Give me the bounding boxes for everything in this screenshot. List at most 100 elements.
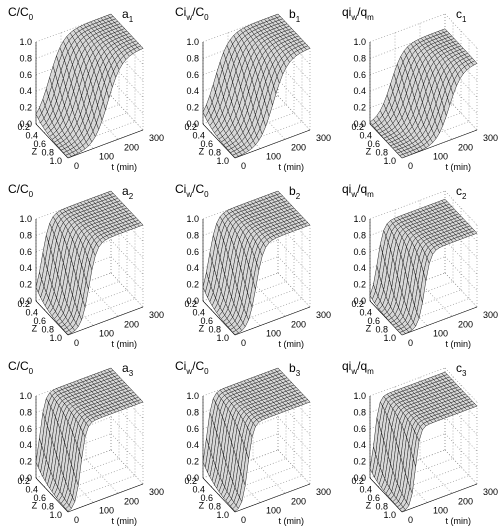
grid-line	[43, 104, 120, 133]
t-tick-label: 300	[316, 133, 331, 143]
grid-line	[444, 416, 478, 452]
grid-line	[59, 475, 136, 504]
c-tick-label: 0.0	[186, 296, 199, 306]
z-tick-label: 0.2	[17, 122, 30, 132]
grid-line	[369, 367, 446, 397]
c-tick-label: 1.0	[186, 391, 199, 401]
c-tick-label: 0.2	[186, 457, 199, 467]
axis-line	[369, 477, 403, 513]
y-axis-label-part: C/C	[8, 359, 29, 373]
t-tick-label: 100	[266, 152, 281, 162]
grid-line	[210, 104, 287, 133]
panel-label-part: b	[289, 184, 296, 198]
t-tick-label: 100	[266, 506, 281, 516]
z-tick-label: 0.6	[200, 493, 213, 503]
c-tick-label: 1.0	[186, 214, 199, 224]
z-tick-label: 0.4	[192, 308, 205, 318]
t-axis-label: t (min)	[446, 516, 472, 526]
panel-label: b3	[289, 361, 301, 378]
axis-line	[401, 306, 478, 336]
z-axis-label: Z	[32, 147, 38, 157]
grid-line	[252, 282, 286, 317]
surface-cell	[232, 505, 239, 512]
surface-cell	[65, 505, 72, 512]
panel-label-part: a	[122, 7, 129, 21]
z-tick-label: 0.6	[367, 493, 380, 503]
t-tick-label: 0	[408, 161, 413, 171]
c-tick-label: 0.6	[19, 424, 32, 434]
z-tick-label: 1.0	[216, 156, 229, 166]
grid-line	[51, 289, 128, 319]
z-tick-label: 0.4	[359, 308, 372, 318]
z-tick-label: 0.8	[41, 325, 54, 335]
z-tick-label: 0.8	[41, 148, 54, 158]
grid-line	[444, 433, 478, 468]
z-tick-label: 0.8	[375, 325, 388, 335]
y-axis-label-part: qi	[342, 5, 351, 19]
panel-label-part: 3	[129, 369, 134, 378]
c-tick-label: 0.6	[353, 424, 366, 434]
z-tick-label: 0.4	[359, 485, 372, 495]
y-axis-label-part: /C	[192, 182, 204, 196]
grid-line	[385, 112, 462, 142]
grid-line	[277, 433, 311, 468]
surface-cell	[232, 153, 239, 159]
z-tick-label: 0.4	[25, 131, 38, 141]
y-axis-label-part: w	[350, 367, 357, 376]
y-axis-label-part: C/C	[8, 182, 29, 196]
z-tick-label: 0.2	[184, 476, 197, 486]
grid-line	[218, 466, 295, 496]
t-tick-label: 300	[483, 487, 498, 497]
c-tick-label: 0.8	[353, 230, 366, 240]
z-tick-label: 0.6	[33, 139, 46, 149]
grid-line	[444, 256, 478, 291]
grid-line	[202, 256, 279, 285]
t-tick-label: 200	[458, 319, 473, 329]
c-tick-label: 1.0	[19, 37, 32, 47]
axis-line	[234, 483, 311, 513]
c-tick-label: 1.0	[186, 37, 199, 47]
surface-cell	[65, 153, 72, 159]
c-tick-label: 0.8	[186, 53, 199, 63]
panel-label-part: 1	[296, 15, 301, 24]
c-tick-label: 0.0	[353, 296, 366, 306]
c-tick-label: 1.0	[353, 37, 366, 47]
panel: 0.00.20.40.60.81.00.20.40.60.81.0 0100200…	[175, 359, 331, 526]
z-axis-label: Z	[199, 147, 205, 157]
y-axis-label-part: 0	[29, 367, 34, 376]
z-tick-label: 0.2	[17, 299, 30, 309]
t-tick-label: 0	[74, 515, 79, 525]
c-tick-label: 1.0	[353, 214, 366, 224]
panel-label-part: 1	[129, 15, 134, 24]
grid-line	[202, 416, 279, 446]
grid-line	[385, 466, 462, 496]
axis-line	[35, 300, 69, 336]
c-tick-label: 0.6	[186, 70, 199, 80]
z-tick-label: 1.0	[49, 156, 62, 166]
c-tick-label: 0.8	[19, 407, 32, 417]
y-axis-label-part: Ci	[175, 5, 186, 19]
z-tick-label: 0.8	[208, 502, 221, 512]
t-tick-label: 300	[316, 487, 331, 497]
grid-line	[51, 112, 128, 142]
panel-label-part: 3	[462, 369, 467, 378]
c-tick-label: 0.0	[19, 119, 32, 129]
grid-line	[202, 449, 279, 479]
y-axis-label-part: w	[185, 190, 192, 199]
y-axis-label-part: /C	[192, 359, 204, 373]
c-tick-label: 0.8	[186, 407, 199, 417]
grid-line	[110, 433, 144, 468]
c-tick-label: 0.2	[353, 103, 366, 113]
t-tick-label: 300	[149, 133, 164, 143]
c-tick-label: 0.4	[353, 440, 366, 450]
surface-cell	[65, 329, 72, 336]
c-tick-label: 0.4	[186, 86, 199, 96]
t-tick-label: 200	[291, 142, 306, 152]
c-tick-label: 0.8	[19, 230, 32, 240]
panel-label-part: 1	[462, 15, 467, 24]
grid-line	[393, 475, 470, 504]
t-tick-label: 200	[291, 496, 306, 506]
z-tick-label: 0.4	[25, 308, 38, 318]
z-tick-label: 0.2	[351, 476, 364, 486]
y-axis-label-part: 0	[29, 190, 34, 199]
